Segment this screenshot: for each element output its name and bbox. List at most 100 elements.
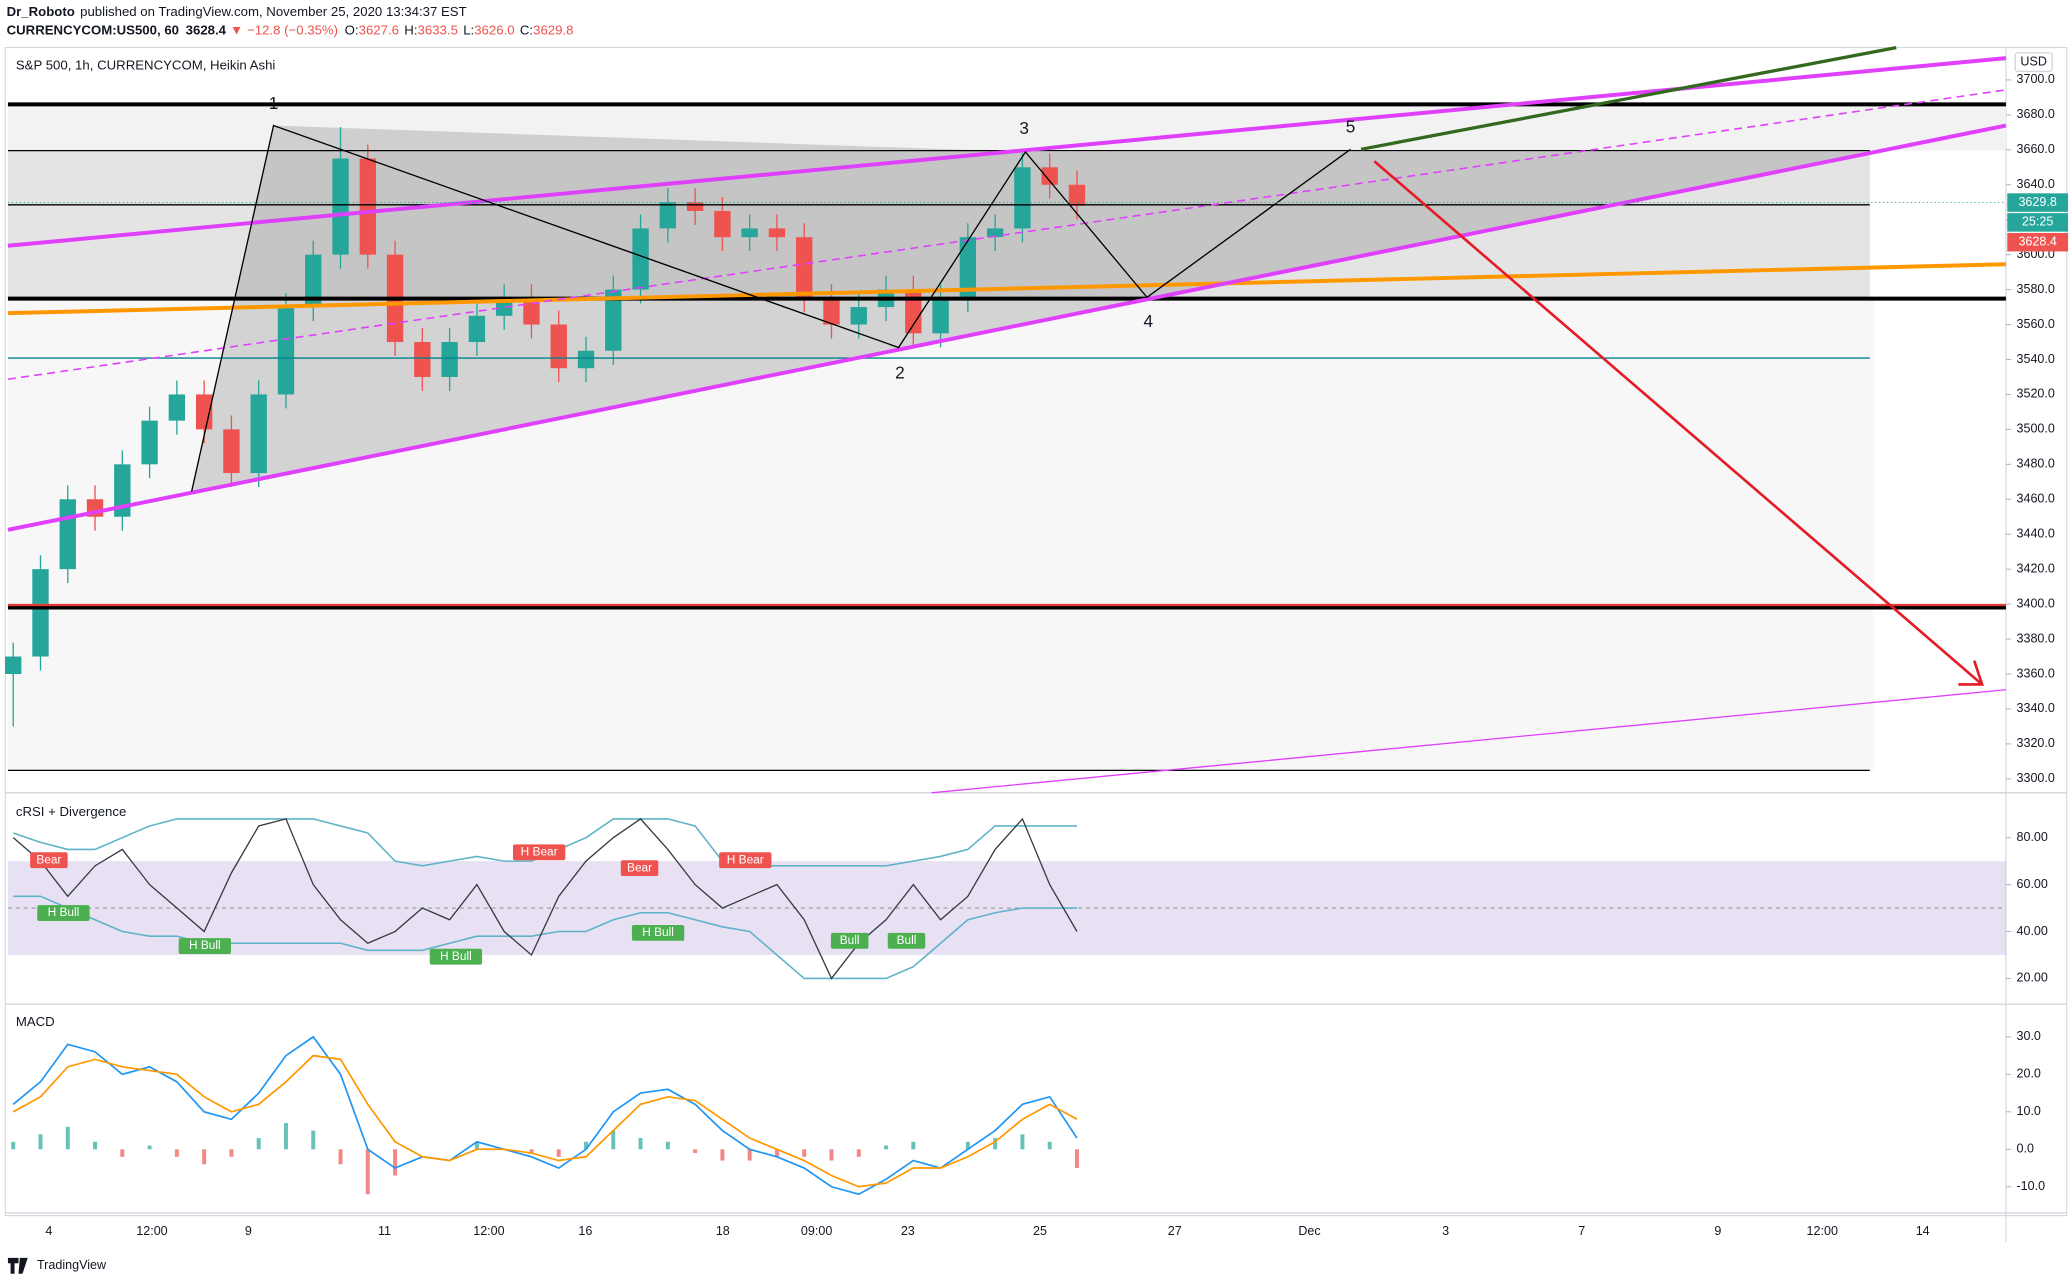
y-tick-label: 3480.0 (2017, 457, 2055, 471)
wedge-fill (191, 125, 1870, 492)
candle-body (768, 228, 786, 238)
divergence-tag (620, 860, 659, 877)
last-price: 3628.4 (186, 23, 227, 38)
y-tick-label: 3400.0 (2017, 596, 2055, 610)
candle-body (1041, 167, 1058, 185)
y-tick-label: 60.00 (2017, 877, 2048, 891)
candle-body (741, 228, 758, 238)
price-tag (2007, 232, 2069, 252)
divergence-label: H Bull (440, 949, 472, 963)
candle-body (605, 289, 622, 351)
indicator-line (12, 1054, 1078, 1188)
channel-line (931, 689, 2006, 794)
y-tick-label: -10.0 (2017, 1179, 2046, 1193)
symbol-line: CURRENCYCOM:US500, 60 3628.4 ▼ −12.8 (−0.35… (7, 23, 574, 38)
zone-fill (7, 298, 1874, 607)
candle-body (1068, 184, 1086, 206)
divergence-label: Bear (36, 852, 61, 866)
y-tick-label: 80.00 (2017, 830, 2048, 844)
publish-line: Dr_Roboto published on TradingView.com, N… (7, 5, 467, 20)
histogram-bar (120, 1149, 125, 1157)
histogram-bar (611, 1130, 616, 1150)
candle-body (959, 237, 977, 299)
x-tick-label: 27 (1168, 1224, 1182, 1238)
ohlc-key: O: (345, 23, 359, 38)
y-tick-label: 30.0 (2017, 1029, 2041, 1043)
divergence-label: H Bull (189, 938, 221, 952)
y-tick-label: 3300.0 (2017, 771, 2055, 785)
x-tick-label: 9 (245, 1224, 252, 1238)
y-tick-label: 3440.0 (2017, 527, 2055, 541)
y-tick-label: 3640.0 (2017, 177, 2055, 191)
histogram-bar (774, 1149, 779, 1157)
author[interactable]: Dr_Roboto (7, 5, 75, 20)
histogram-bar (1047, 1141, 1052, 1150)
divergence-tag (178, 938, 231, 955)
y-tick-label: 3680.0 (2017, 107, 2055, 121)
candle-body (114, 464, 131, 517)
y-tick-label: 3380.0 (2017, 631, 2055, 645)
x-tick-label: 23 (901, 1224, 915, 1238)
divergence-tag (719, 852, 772, 869)
candle-body (223, 429, 240, 474)
histogram-bar (93, 1141, 98, 1150)
published: published on TradingView.com, November 2… (80, 5, 467, 20)
histogram-bar (747, 1149, 752, 1161)
pane-title: cRSI + Divergence (16, 804, 126, 819)
brand[interactable]: TradingView (37, 1258, 107, 1272)
y-tick-label: 0.0 (2017, 1142, 2034, 1156)
histogram-bar (911, 1141, 916, 1150)
y-tick-label: 3360.0 (2017, 666, 2055, 680)
histogram-bar (338, 1149, 343, 1165)
histogram-bar (474, 1141, 479, 1150)
divergence-tag (631, 924, 685, 941)
divergence-tag (830, 932, 869, 949)
histogram-bar (229, 1149, 234, 1157)
histogram-bar (202, 1149, 207, 1165)
histogram-bar (638, 1138, 643, 1150)
histogram-bar (311, 1130, 316, 1150)
drawings-over: 1 2 3 4 5 (7, 45, 2007, 794)
x-tick-label: 12:00 (1807, 1224, 1838, 1238)
candle-body (577, 350, 595, 369)
histogram-bar (829, 1149, 834, 1161)
ohlc-key: L: (463, 23, 474, 38)
x-tick-label: 16 (578, 1224, 592, 1238)
histogram-bar (38, 1134, 43, 1150)
candle-body (986, 228, 1004, 238)
candle-body (32, 569, 49, 657)
histogram-bar (720, 1149, 725, 1161)
histogram-bar (365, 1149, 370, 1195)
brand-logo (7, 1257, 28, 1274)
candle-body (932, 298, 949, 334)
x-tick-label: 25 (1033, 1224, 1047, 1238)
wave-label: 1 (269, 93, 279, 113)
wave-label: 5 (1346, 117, 1356, 137)
divergence-tag (30, 852, 68, 869)
histogram-bar (1074, 1149, 1079, 1169)
y-tick-label: 3420.0 (2017, 561, 2055, 575)
price-tag-label: 3628.4 (2018, 235, 2056, 249)
pane-title: MACD (16, 1014, 55, 1029)
histogram-bar (993, 1138, 998, 1150)
wave-label: 3 (1019, 118, 1029, 138)
histogram-bar (147, 1145, 152, 1150)
divergence-label: H Bull (642, 925, 674, 939)
divergence-label: Bear (627, 860, 652, 874)
y-tick-label: 20.00 (2017, 971, 2048, 985)
candle-body (905, 289, 922, 334)
y-tick-label: 3660.0 (2017, 142, 2055, 156)
ohlc-value: 3629.8 (533, 23, 573, 38)
divergence-tag (429, 948, 483, 965)
change-arrow: ▼ (230, 23, 243, 38)
candle-body (305, 254, 322, 308)
x-tick-label: 3 (1442, 1224, 1449, 1238)
histogram-bar (1020, 1134, 1025, 1150)
histogram-bar (802, 1149, 807, 1157)
x-tick-label: 09:00 (801, 1224, 832, 1238)
divergence-tag (37, 905, 90, 921)
y-tick-label: 3560.0 (2017, 317, 2055, 331)
currency-box[interactable] (2014, 52, 2053, 73)
x-tick-label: 12:00 (473, 1224, 504, 1238)
candle-body (5, 656, 22, 674)
